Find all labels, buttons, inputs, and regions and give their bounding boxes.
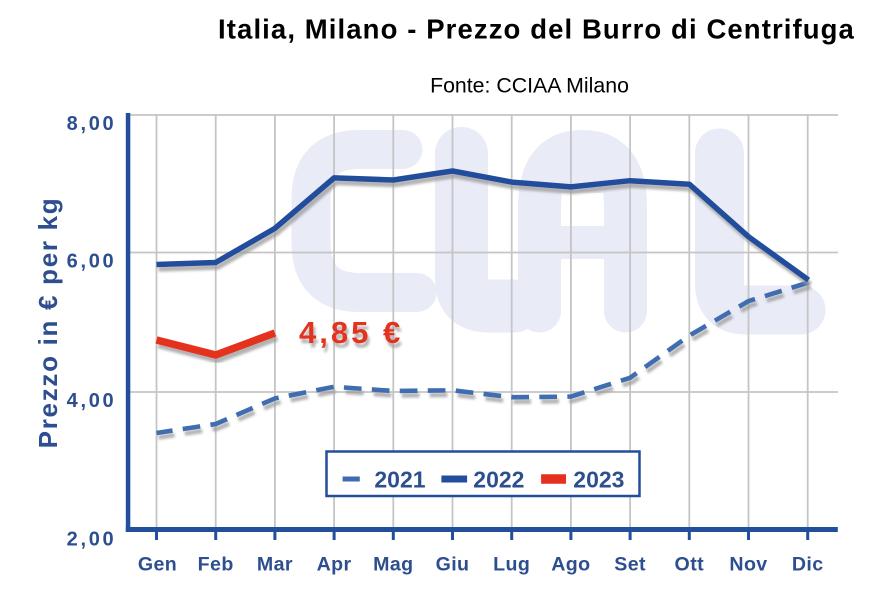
svg-text:Set: Set <box>614 553 646 575</box>
svg-text:Fonte: CCIAA Milano: Fonte: CCIAA Milano <box>430 74 629 98</box>
svg-text:Mag: Mag <box>373 553 413 575</box>
svg-text:Dic: Dic <box>792 553 824 575</box>
svg-text:2021: 2021 <box>374 467 425 493</box>
svg-text:Ago: Ago <box>551 553 590 575</box>
svg-text:6,00: 6,00 <box>67 251 117 273</box>
svg-text:Apr: Apr <box>317 553 352 575</box>
svg-text:4,85 €: 4,85 € <box>299 315 403 350</box>
svg-text:2,00: 2,00 <box>67 529 117 551</box>
svg-text:Prezzo in € per kg: Prezzo in € per kg <box>33 197 63 449</box>
svg-text:Giu: Giu <box>436 553 470 575</box>
svg-text:Italia, Milano - Prezzo del Bu: Italia, Milano - Prezzo del Burro di Cen… <box>218 13 855 44</box>
svg-text:4,00: 4,00 <box>67 390 117 412</box>
svg-text:2023: 2023 <box>573 467 624 493</box>
svg-text:Gen: Gen <box>138 553 177 575</box>
svg-text:Nov: Nov <box>729 553 767 575</box>
svg-text:8,00: 8,00 <box>67 113 117 135</box>
svg-text:Mar: Mar <box>257 553 293 575</box>
svg-text:Ott: Ott <box>675 553 705 575</box>
svg-text:2022: 2022 <box>473 467 524 493</box>
svg-text:Feb: Feb <box>198 553 234 575</box>
svg-text:Lug: Lug <box>493 553 530 575</box>
